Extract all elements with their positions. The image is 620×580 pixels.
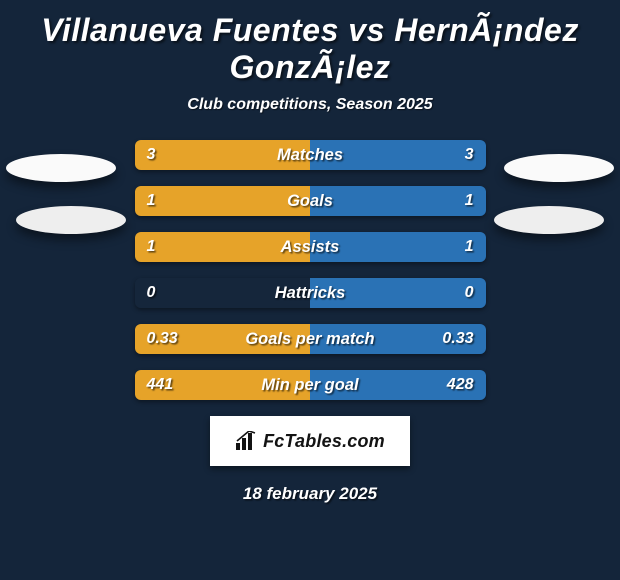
stat-row: Assists11 bbox=[135, 232, 486, 262]
stat-half-right bbox=[310, 186, 486, 216]
stat-half-right bbox=[310, 324, 486, 354]
stat-fill-left bbox=[135, 186, 311, 216]
stat-half-left bbox=[135, 324, 311, 354]
stat-row: Goals per match0.330.33 bbox=[135, 324, 486, 354]
player-right-icon-shadow bbox=[494, 206, 604, 234]
stat-fill-left bbox=[135, 140, 311, 170]
stat-half-left bbox=[135, 186, 311, 216]
player-left-icon bbox=[6, 154, 116, 182]
brand-badge: FcTables.com bbox=[210, 416, 410, 466]
stat-fill-left bbox=[135, 232, 311, 262]
player-left-icon-shadow bbox=[16, 206, 126, 234]
stat-row: Matches33 bbox=[135, 140, 486, 170]
page-title: Villanueva Fuentes vs HernÃ¡ndez GonzÃ¡l… bbox=[0, 0, 620, 92]
footer-date: 18 february 2025 bbox=[0, 484, 620, 504]
stat-half-right bbox=[310, 278, 486, 308]
stat-half-left bbox=[135, 140, 311, 170]
stat-fill-left bbox=[135, 370, 311, 400]
stat-half-left bbox=[135, 232, 311, 262]
stat-row: Goals11 bbox=[135, 186, 486, 216]
stat-rows: Matches33 Goals11 Assists11 Hattricks00 Goal… bbox=[135, 140, 486, 400]
page-subtitle: Club competitions, Season 2025 bbox=[0, 92, 620, 140]
bar-chart-icon bbox=[235, 431, 257, 451]
stat-half-right bbox=[310, 370, 486, 400]
stat-half-left bbox=[135, 278, 311, 308]
stat-row: Min per goal441428 bbox=[135, 370, 486, 400]
stat-fill-left bbox=[135, 324, 311, 354]
stat-half-right bbox=[310, 140, 486, 170]
brand-text: FcTables.com bbox=[263, 431, 385, 452]
player-right-icon bbox=[504, 154, 614, 182]
stat-row: Hattricks00 bbox=[135, 278, 486, 308]
comparison-arena: Matches33 Goals11 Assists11 Hattricks00 Goal… bbox=[0, 140, 620, 400]
stat-half-right bbox=[310, 232, 486, 262]
stat-half-left bbox=[135, 370, 311, 400]
